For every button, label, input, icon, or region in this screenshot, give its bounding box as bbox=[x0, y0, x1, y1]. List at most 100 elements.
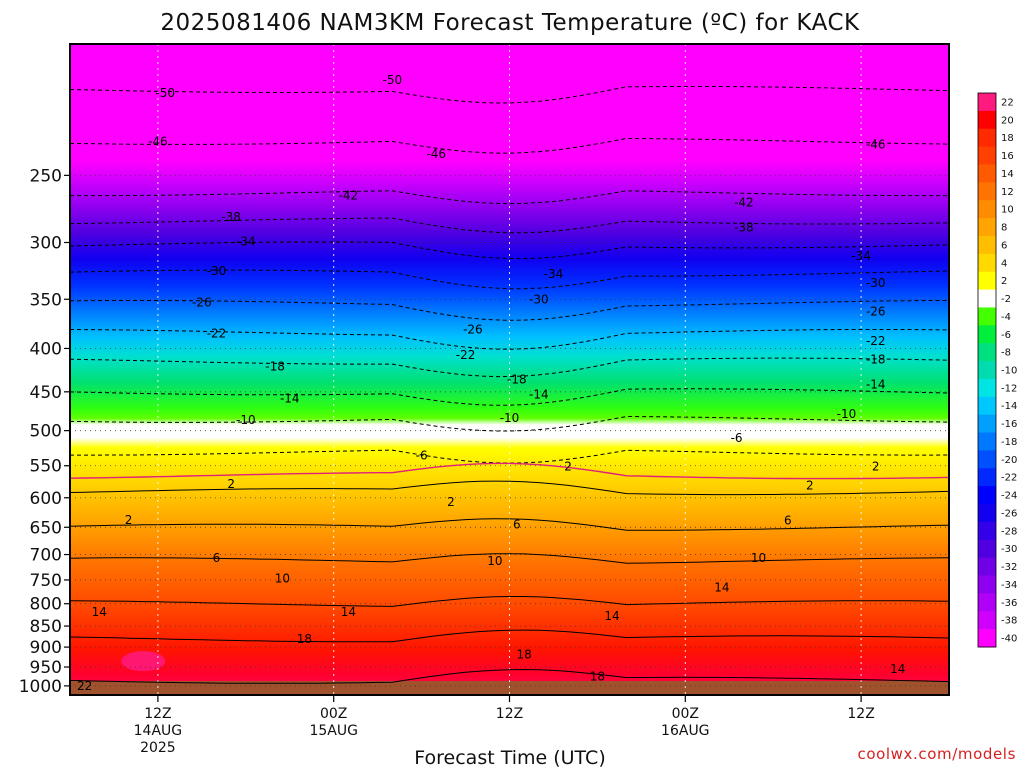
x-tick-label: 12Z bbox=[496, 706, 523, 722]
colorbar-swatch bbox=[978, 235, 996, 255]
isotherm-line bbox=[70, 668, 949, 684]
x-tick-label: 12Z bbox=[847, 706, 874, 722]
isotherm-line bbox=[70, 553, 949, 564]
isotherm-label: 6 bbox=[213, 551, 221, 565]
isotherm-label: -14 bbox=[280, 391, 300, 405]
isotherm-label: 14 bbox=[92, 605, 107, 619]
colorbar-swatch bbox=[978, 93, 996, 112]
isotherm-label: -18 bbox=[265, 359, 285, 373]
warm-pocket bbox=[121, 651, 166, 672]
colorbar-swatch bbox=[978, 486, 996, 505]
isotherm-label: -30 bbox=[207, 264, 227, 278]
isotherm-label: -34 bbox=[236, 234, 256, 248]
colorbar-swatch bbox=[978, 110, 996, 130]
colorbar-swatch bbox=[978, 432, 996, 451]
x-tick-label: 00Z bbox=[672, 706, 699, 722]
x-tick-label: 2025 bbox=[140, 740, 176, 756]
y-tick-label: 700 bbox=[30, 546, 62, 566]
y-tick-label: 750 bbox=[30, 571, 62, 591]
isotherm-label: 14 bbox=[604, 609, 619, 623]
isotherm-label: -26 bbox=[866, 305, 886, 319]
colorbar-label: -20 bbox=[1001, 455, 1017, 466]
colorbar-swatch bbox=[978, 378, 996, 398]
colorbar-swatch bbox=[978, 218, 996, 237]
colorbar-label: 16 bbox=[1001, 151, 1014, 162]
isotherm-label: -26 bbox=[192, 295, 212, 309]
colorbar-swatch bbox=[978, 289, 996, 308]
colorbar-label: 10 bbox=[1001, 205, 1014, 216]
isotherm-label: 2 bbox=[447, 495, 455, 509]
isotherm-line bbox=[70, 629, 949, 643]
colorbar-label: -12 bbox=[1001, 383, 1017, 394]
isotherm-label: -46 bbox=[866, 138, 886, 152]
x-tick-label: 00Z bbox=[320, 706, 347, 722]
colorbar-label: -26 bbox=[1001, 508, 1017, 519]
isotherm-label: 6 bbox=[784, 513, 792, 527]
colorbar-label: -8 bbox=[1001, 348, 1011, 359]
isotherm-label: -42 bbox=[339, 188, 359, 202]
isotherm-label: 14 bbox=[714, 581, 729, 595]
isotherm-label: 14 bbox=[890, 662, 905, 676]
colorbar-label: -22 bbox=[1001, 473, 1017, 484]
y-tick-label: 350 bbox=[30, 290, 62, 310]
isotherm-label: 14 bbox=[341, 605, 356, 619]
colorbar-swatch bbox=[978, 504, 996, 523]
isotherm-label: 18 bbox=[297, 632, 312, 646]
colorbar-swatch bbox=[978, 593, 996, 612]
isotherm-label: -34 bbox=[544, 267, 564, 281]
y-tick-label: 400 bbox=[30, 339, 62, 359]
isotherm-label: 2 bbox=[227, 477, 235, 491]
isotherm-label: -10 bbox=[837, 407, 857, 421]
colorbar-swatch bbox=[978, 253, 996, 273]
colorbar-swatch bbox=[978, 539, 996, 559]
isotherm-label: -22 bbox=[866, 334, 886, 348]
colorbar-swatch bbox=[978, 146, 996, 165]
isotherm-label: -22 bbox=[456, 348, 476, 362]
y-tick-label: 950 bbox=[30, 658, 62, 678]
y-tick-label: 250 bbox=[30, 166, 62, 186]
isotherm-label: -10 bbox=[500, 411, 520, 425]
colorbar-label: -18 bbox=[1001, 437, 1017, 448]
y-tick-label: 850 bbox=[30, 617, 62, 637]
plot-area: -50 -50 -46 -46 -46 -42 -42 -38 -38 -34 -34 -34 -30 -… bbox=[69, 43, 950, 696]
colorbar-swatch bbox=[978, 396, 996, 416]
isotherm-label: -34 bbox=[851, 249, 871, 263]
colorbar-label: 2 bbox=[1001, 276, 1007, 287]
isotherm-contours bbox=[70, 86, 949, 684]
colorbar-label: -28 bbox=[1001, 526, 1017, 537]
isotherm-label: -14 bbox=[866, 377, 886, 391]
colorbar-swatch bbox=[978, 468, 996, 487]
y-tick-label: 300 bbox=[30, 234, 62, 254]
y-axis: 2503003504004505005506006507007508008509… bbox=[19, 166, 70, 697]
colorbar-swatch bbox=[978, 557, 996, 577]
colorbar-label: -34 bbox=[1001, 580, 1017, 591]
y-tick-label: 450 bbox=[30, 383, 62, 403]
isotherm-label: 2 bbox=[806, 478, 814, 492]
isotherm-label: -18 bbox=[507, 372, 527, 386]
colorbar-swatch bbox=[978, 164, 996, 183]
isotherm-label: 10 bbox=[751, 551, 766, 565]
colorbar-swatch bbox=[978, 325, 996, 344]
isotherm-label: 10 bbox=[487, 554, 502, 568]
colorbar-swatch bbox=[978, 343, 996, 362]
colorbar-label: -32 bbox=[1001, 562, 1017, 573]
isotherm-label: -10 bbox=[236, 413, 256, 427]
credit-text: coolwx.com/models bbox=[858, 745, 1017, 763]
isotherm-label: -22 bbox=[207, 326, 227, 340]
colorbar-label: -6 bbox=[1001, 330, 1011, 341]
colorbar-label: -2 bbox=[1001, 294, 1011, 305]
colorbar-swatch bbox=[978, 361, 996, 380]
colorbar-label: -30 bbox=[1001, 544, 1017, 555]
colorbar-swatch bbox=[978, 629, 996, 648]
colorbar-label: -14 bbox=[1001, 401, 1017, 412]
colorbar-label: -4 bbox=[1001, 312, 1011, 323]
colorbar-swatch bbox=[978, 611, 996, 630]
isotherm-label: -14 bbox=[529, 387, 549, 401]
x-axis-label: Forecast Time (UTC) bbox=[414, 747, 605, 768]
isotherm-line bbox=[70, 462, 949, 480]
colorbar-swatch bbox=[978, 575, 996, 594]
isotherm-label: 2 bbox=[872, 459, 880, 473]
colorbar-label: -24 bbox=[1001, 491, 1017, 502]
isotherm-label: 22 bbox=[77, 679, 92, 693]
